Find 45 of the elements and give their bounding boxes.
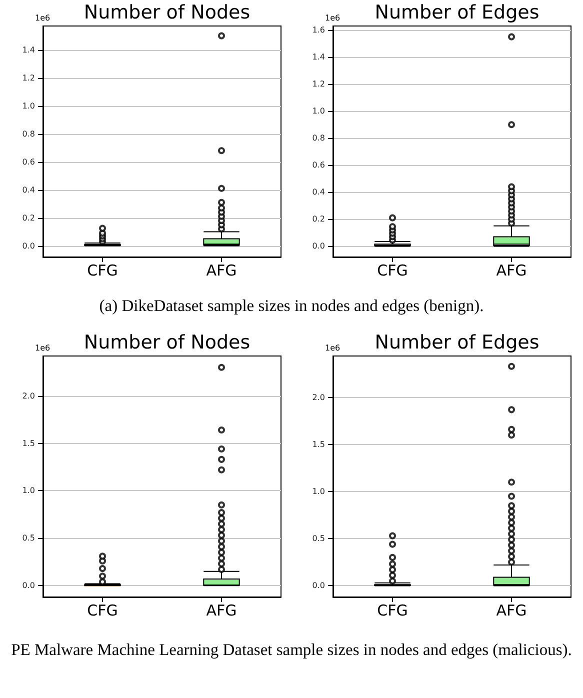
y-tick-label: 0.6 (22, 157, 35, 166)
y-tick-label: 1.6 (312, 26, 325, 35)
x-tick-label: AFG (496, 262, 527, 280)
y-tick-label: 1.4 (22, 45, 35, 54)
y-axis-title: 1e6 (325, 14, 340, 22)
y-tick-label: 1.2 (312, 80, 325, 89)
y-axis-title: 1e6 (35, 344, 50, 352)
y-tick-label: 0.2 (22, 213, 35, 222)
x-tick-label: CFG (87, 602, 118, 620)
y-tick-label: 0.2 (312, 214, 325, 224)
y-tick-label: 1.4 (312, 52, 325, 62)
chart-title: Number of Edges (374, 2, 540, 24)
y-tick-label: 1.2 (22, 73, 35, 82)
y-tick-label: 1.5 (312, 440, 325, 449)
y-tick-label: 1.5 (22, 438, 35, 448)
y-tick-label: 2.0 (22, 391, 35, 400)
y-tick-label: 0.8 (312, 134, 325, 143)
y-tick-label: 0.0 (22, 241, 35, 250)
y-tick-label: 0.0 (312, 581, 325, 590)
y-tick-label: 0.4 (22, 185, 35, 194)
x-tick-label: AFG (496, 602, 527, 620)
y-tick-label: 0.5 (22, 534, 35, 543)
y-tick-label: 0.8 (22, 129, 35, 138)
x-tick-label: AFG (206, 602, 237, 620)
y-tick-label: 1.0 (312, 487, 325, 496)
y-tick-label: 1.0 (312, 106, 325, 116)
y-tick-label: 2.0 (312, 392, 325, 402)
x-tick-label: AFG (206, 262, 237, 280)
y-tick-label: 0.0 (312, 242, 325, 251)
y-tick-label: 1.0 (22, 101, 35, 110)
y-axis-title: 1e6 (325, 344, 340, 352)
x-tick-label: CFG (377, 602, 408, 620)
y-tick-label: 0.6 (312, 160, 325, 170)
x-tick-label: CFG (87, 262, 118, 280)
y-tick-label: 0.5 (312, 534, 325, 544)
text: PE Malware Machine Learning Dataset sample sizes in nodes and edges (malicious). (10, 640, 573, 660)
x-tick-label: CFG (377, 262, 408, 280)
text: (a) DikeDataset sample sizes in nodes and edges (benign). (98, 296, 485, 316)
y-axis-title: 1e6 (35, 14, 50, 22)
chart-title: Number of Edges (374, 332, 540, 354)
chart-title: Number of Nodes (84, 332, 250, 354)
y-tick-label: 1.0 (22, 486, 35, 496)
chart-title: Number of Nodes (84, 2, 250, 24)
y-tick-label: 0.4 (312, 188, 325, 197)
y-tick-label: 0.0 (22, 581, 35, 590)
